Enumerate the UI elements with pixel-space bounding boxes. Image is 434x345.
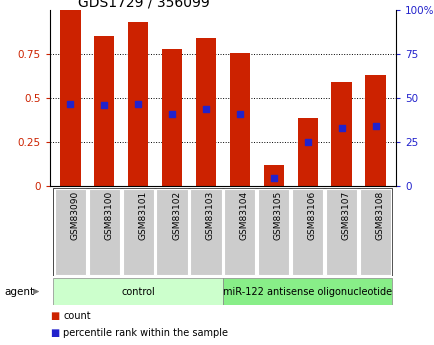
Bar — [258, 189, 289, 275]
Text: count: count — [63, 311, 91, 321]
Bar — [325, 189, 356, 275]
Bar — [60, 10, 80, 186]
Bar — [195, 38, 216, 186]
Bar — [292, 189, 322, 275]
Text: ■: ■ — [50, 328, 59, 338]
Text: GSM83108: GSM83108 — [375, 191, 384, 240]
Text: GSM83104: GSM83104 — [239, 191, 248, 240]
Text: GSM83106: GSM83106 — [307, 191, 316, 240]
Point — [303, 139, 310, 145]
Text: GSM83100: GSM83100 — [104, 191, 113, 240]
Text: GSM83103: GSM83103 — [206, 191, 214, 240]
Bar — [297, 118, 317, 186]
Bar — [331, 82, 351, 186]
Text: ■: ■ — [50, 311, 59, 321]
Bar — [223, 278, 391, 305]
Bar — [190, 189, 221, 275]
Text: GSM83102: GSM83102 — [172, 191, 181, 240]
Text: GDS1729 / 356099: GDS1729 / 356099 — [78, 0, 209, 9]
Bar — [89, 189, 120, 275]
Bar — [122, 189, 154, 275]
Point — [101, 102, 108, 108]
Bar — [53, 278, 223, 305]
Text: control: control — [121, 287, 155, 296]
Text: GSM83090: GSM83090 — [70, 191, 79, 240]
Bar — [229, 52, 250, 186]
Text: GSM83107: GSM83107 — [341, 191, 350, 240]
Bar — [161, 49, 182, 186]
Point — [202, 106, 209, 112]
Text: agent: agent — [4, 287, 34, 296]
Point — [270, 175, 276, 180]
Bar — [128, 22, 148, 186]
Point — [67, 101, 74, 106]
Point — [135, 101, 141, 106]
Bar — [359, 189, 390, 275]
Text: miR-122 antisense oligonucleotide: miR-122 antisense oligonucleotide — [223, 287, 391, 296]
Bar — [156, 189, 187, 275]
Point — [337, 126, 344, 131]
Point — [236, 111, 243, 117]
Point — [168, 111, 175, 117]
Point — [371, 124, 378, 129]
Bar — [94, 36, 114, 186]
Text: GSM83101: GSM83101 — [138, 191, 147, 240]
Bar — [365, 75, 385, 186]
Bar — [55, 189, 86, 275]
Text: percentile rank within the sample: percentile rank within the sample — [63, 328, 227, 338]
Bar — [263, 165, 283, 186]
Text: GSM83105: GSM83105 — [273, 191, 282, 240]
Bar — [224, 189, 255, 275]
